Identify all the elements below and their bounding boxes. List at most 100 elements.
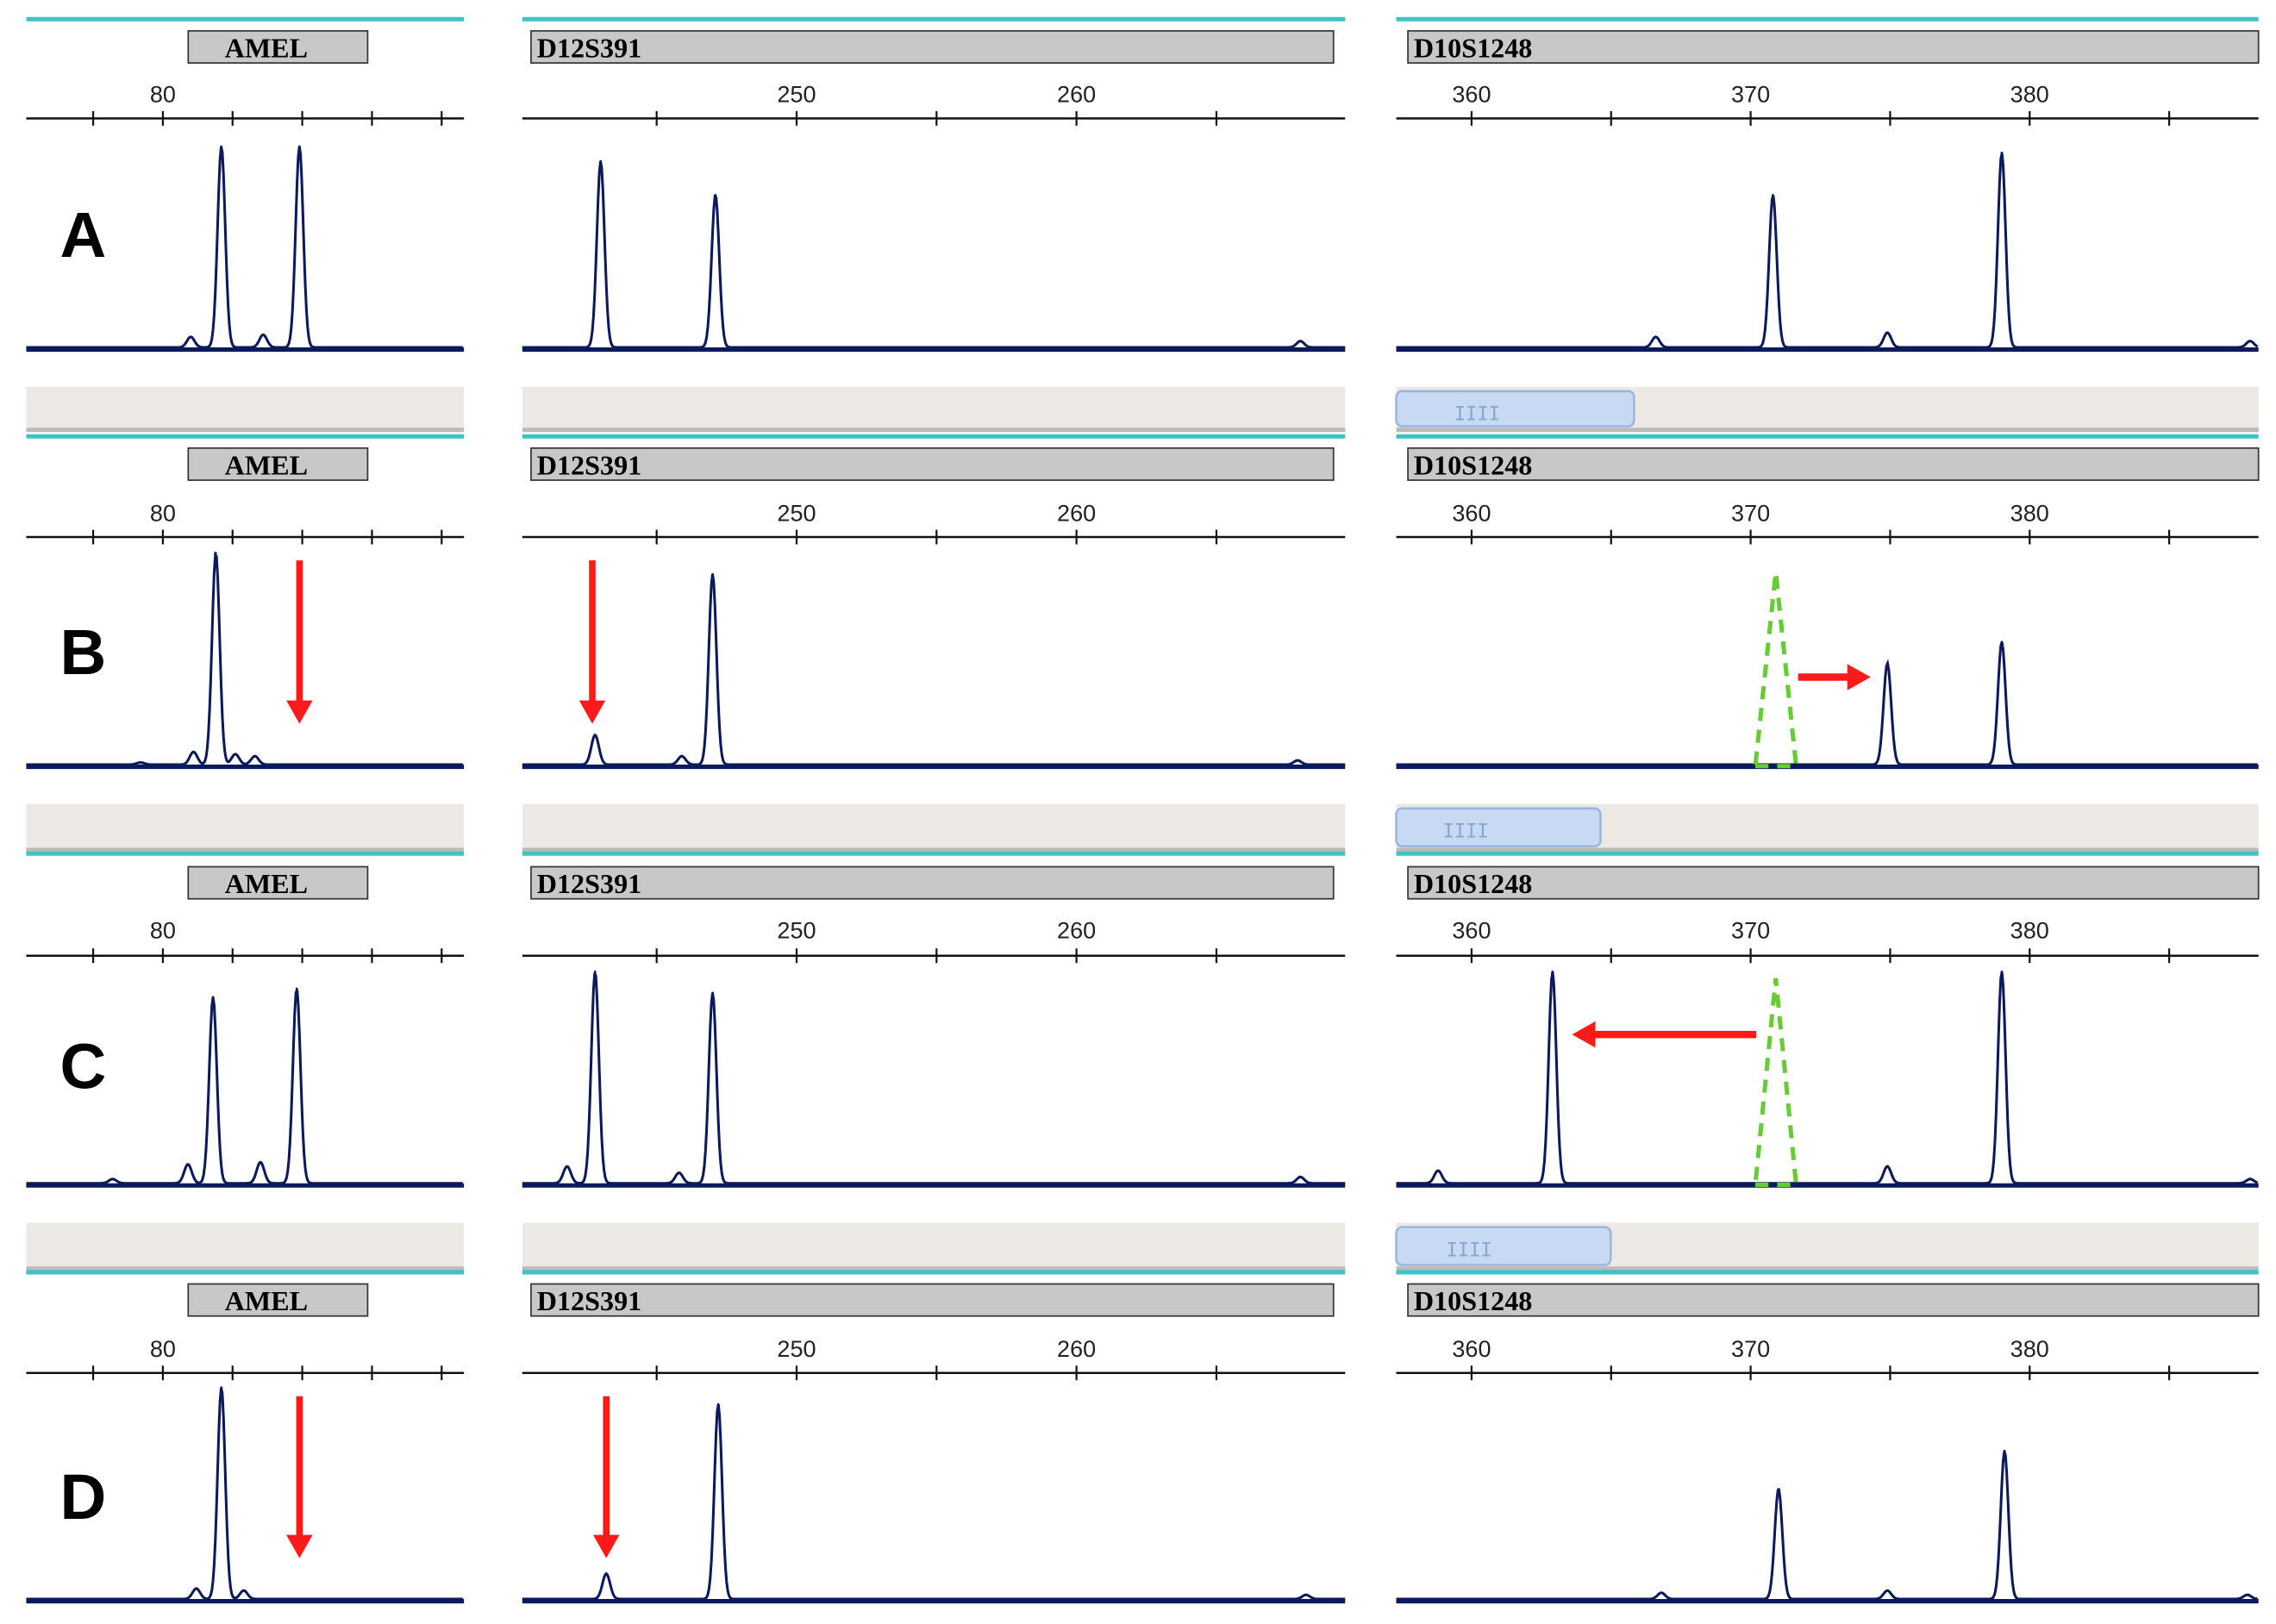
x-tick-label-d10s1248-d-380: 380 bbox=[2010, 1335, 2049, 1362]
annotation-d12s391-d-0 bbox=[593, 1396, 620, 1558]
x-tick-label-amel-c-80: 80 bbox=[150, 916, 176, 943]
x-tick-label-amel-b-80: 80 bbox=[150, 499, 176, 526]
x-tick-label-d12s391-a-260: 260 bbox=[1057, 81, 1096, 108]
peak-amel-d-0 bbox=[220, 1386, 223, 1390]
x-tick-label-d12s391-d-260: 260 bbox=[1057, 1335, 1096, 1362]
scrollbar-amel-c[interactable] bbox=[26, 1222, 465, 1271]
scrollbar-amel-a[interactable] bbox=[26, 386, 465, 433]
scrollbar-d10s1248-b[interactable]: IIII bbox=[1395, 803, 2259, 853]
row-label-c: C bbox=[60, 1031, 107, 1102]
red-arrow-head bbox=[286, 700, 313, 724]
marker-label-box bbox=[187, 447, 369, 481]
scrollbar-d12s391-b[interactable] bbox=[522, 803, 1346, 853]
marker-label-box bbox=[187, 1283, 369, 1317]
x-tick-label-d10s1248-b-360: 360 bbox=[1452, 499, 1491, 526]
marker-label-d12s391-d: D12S391 bbox=[530, 1283, 1335, 1317]
marker-label-amel-b: AMEL bbox=[187, 447, 369, 481]
marker-label-amel-c: AMEL bbox=[187, 865, 369, 900]
peak-d10s1248-b-1 bbox=[2000, 640, 2004, 644]
marker-label-box bbox=[530, 1283, 1335, 1317]
marker-label-d10s1248-a: D10S1248 bbox=[1407, 29, 2260, 64]
peak-amel-c-3 bbox=[259, 1160, 262, 1164]
trace-amel-c bbox=[26, 989, 463, 1185]
scrollbar-d10s1248-a[interactable]: IIII bbox=[1395, 386, 2259, 433]
marker-label-text: D12S391 bbox=[537, 1285, 641, 1316]
trace-d10s1248-a bbox=[1396, 153, 2259, 349]
marker-label-text: D12S391 bbox=[537, 449, 641, 480]
marker-label-d10s1248-d: D10S1248 bbox=[1407, 1283, 2260, 1317]
red-arrow-head bbox=[593, 1534, 620, 1558]
marker-label-text: AMEL bbox=[225, 32, 308, 63]
marker-label-box bbox=[187, 865, 369, 900]
marker-label-d10s1248-b: D10S1248 bbox=[1407, 447, 2260, 481]
x-tick-label-d12s391-c-250: 250 bbox=[777, 916, 816, 943]
scrollbar-track bbox=[26, 386, 465, 433]
scrollbar-track bbox=[522, 386, 1346, 433]
annotation-amel-d-0 bbox=[286, 1396, 313, 1558]
scroll-thumb-body bbox=[1395, 390, 1635, 428]
x-tick-label-d10s1248-a-370: 370 bbox=[1731, 81, 1770, 108]
trace-d12s391-d bbox=[522, 1404, 1346, 1601]
scroll-thumb-grip: IIII bbox=[1443, 821, 1489, 843]
scrollbar-d12s391-a[interactable] bbox=[522, 386, 1346, 433]
x-tick-label-amel-d-80: 80 bbox=[150, 1335, 176, 1362]
peak-d12s391-c-0 bbox=[593, 970, 597, 973]
peak-d10s1248-c-1 bbox=[2000, 970, 2004, 973]
red-arrow-head bbox=[1847, 664, 1871, 690]
annotation-d12s391-b-0 bbox=[578, 560, 606, 724]
scroll-thumb-body bbox=[1395, 1226, 1612, 1266]
trace-amel-d bbox=[26, 1387, 463, 1601]
trace-d10s1248-b bbox=[1396, 641, 2258, 766]
x-tick-label-d12s391-a-250: 250 bbox=[777, 81, 816, 108]
marker-label-box bbox=[1407, 29, 2260, 64]
peak-amel-c-0 bbox=[211, 996, 215, 999]
scrollbar-d12s391-c[interactable] bbox=[522, 1222, 1346, 1271]
scroll-thumb-body bbox=[1395, 807, 1602, 848]
annotation-d10s1248-b-0 bbox=[1753, 572, 1799, 769]
scrollbar-track bbox=[26, 803, 465, 853]
marker-label-d12s391-b: D12S391 bbox=[530, 447, 1335, 481]
row-label-b: B bbox=[60, 616, 107, 688]
marker-label-box bbox=[187, 29, 369, 64]
peak-d10s1248-b-0 bbox=[1885, 661, 1889, 665]
x-tick-label-d10s1248-d-360: 360 bbox=[1452, 1335, 1491, 1362]
peak-d12s391-a-0 bbox=[599, 159, 603, 163]
marker-label-text: AMEL bbox=[225, 1285, 308, 1316]
trace-d12s391-a bbox=[522, 160, 1346, 349]
marker-label-d10s1248-c: D10S1248 bbox=[1407, 865, 2260, 900]
marker-label-text: D12S391 bbox=[537, 868, 641, 899]
scrollbar-d10s1248-c[interactable]: IIII bbox=[1395, 1222, 2259, 1271]
peak-d10s1248-c-0 bbox=[1551, 970, 1554, 973]
marker-label-box bbox=[1407, 447, 2260, 481]
annotation-d10s1248-c-0 bbox=[1753, 978, 1799, 1187]
x-tick-label-d10s1248-a-380: 380 bbox=[2010, 81, 2049, 108]
scrollbar-amel-b[interactable] bbox=[26, 803, 465, 853]
marker-label-text: AMEL bbox=[225, 449, 308, 480]
peak-d12s391-b-0 bbox=[593, 734, 597, 737]
marker-label-text: D10S1248 bbox=[1414, 1285, 1533, 1316]
peak-amel-a-0 bbox=[220, 145, 223, 148]
scrollbar-track bbox=[522, 1222, 1346, 1271]
x-tick-label-d10s1248-c-370: 370 bbox=[1731, 916, 1770, 943]
peak-d12s391-d-0 bbox=[604, 1572, 608, 1575]
red-arrow-head bbox=[1572, 1021, 1596, 1048]
x-tick-label-d10s1248-d-370: 370 bbox=[1731, 1335, 1770, 1362]
trace-d10s1248-c bbox=[1396, 971, 2259, 1185]
scroll-thumb[interactable]: IIII bbox=[1395, 807, 1602, 848]
marker-label-box bbox=[1407, 1283, 2260, 1317]
x-tick-label-d12s391-d-250: 250 bbox=[777, 1335, 816, 1362]
scroll-thumb[interactable]: IIII bbox=[1395, 1226, 1612, 1266]
x-tick-label-d10s1248-b-370: 370 bbox=[1731, 499, 1770, 526]
marker-label-text: D10S1248 bbox=[1414, 449, 1533, 480]
scroll-thumb-grip: IIII bbox=[1447, 1240, 1492, 1261]
scrollbar-track bbox=[26, 1222, 465, 1271]
marker-label-amel-a: AMEL bbox=[187, 29, 369, 64]
marker-label-d12s391-a: D12S391 bbox=[530, 29, 1335, 64]
scrollbar-track bbox=[522, 803, 1346, 853]
x-tick-label-d12s391-b-250: 250 bbox=[777, 499, 816, 526]
marker-label-box bbox=[530, 865, 1335, 900]
red-arrow-head bbox=[286, 1534, 313, 1558]
scroll-thumb[interactable]: IIII bbox=[1395, 390, 1635, 428]
annotation-d10s1248-c-1 bbox=[1572, 1021, 1757, 1048]
